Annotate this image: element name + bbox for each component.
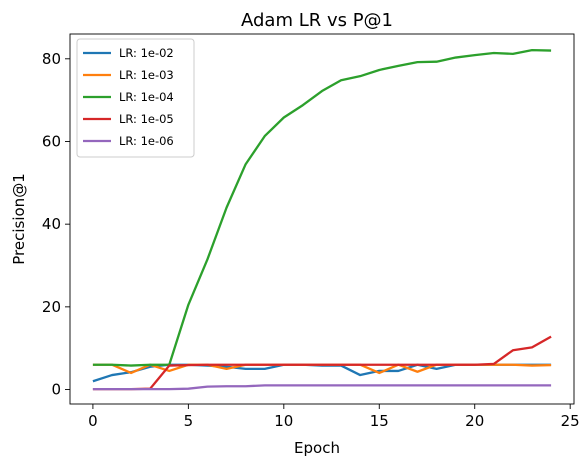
y-tick-label: 0 (51, 381, 61, 399)
x-tick-label: 25 (561, 412, 580, 430)
legend-box (76, 38, 195, 158)
x-tick-label: 0 (88, 412, 98, 430)
x-axis-label: Epoch (294, 439, 340, 457)
legend: LR: 1e-02 LR: 1e-03 LR: 1e-04 LR: 1e-05 LR: … (76, 38, 195, 158)
series-line-lr-1e-06 (92, 384, 552, 391)
legend-label: LR: 1e-04 (119, 90, 174, 104)
y-tick-label: 80 (42, 50, 61, 68)
legend-label: LR: 1e-05 (119, 112, 174, 126)
y-axis-label: Precision@1 (10, 173, 28, 264)
x-axis: 0 5 10 15 20 25 (88, 404, 580, 430)
y-tick-label: 20 (42, 298, 61, 316)
x-tick-label: 20 (465, 412, 484, 430)
legend-label: LR: 1e-02 (119, 46, 174, 60)
plot-frame (69, 33, 575, 405)
series-layer (92, 48, 552, 391)
x-tick-label: 10 (274, 412, 293, 430)
y-tick-label: 40 (42, 215, 61, 233)
series-line-lr-1e-05 (92, 335, 552, 391)
legend-label: LR: 1e-03 (119, 68, 174, 82)
y-axis: 0 20 40 60 80 (42, 50, 70, 399)
chart-title: Adam LR vs P@1 (241, 10, 393, 31)
x-tick-label: 15 (370, 412, 389, 430)
legend-label: LR: 1e-06 (119, 134, 174, 148)
y-tick-label: 60 (42, 132, 61, 150)
x-tick-label: 5 (184, 412, 194, 430)
